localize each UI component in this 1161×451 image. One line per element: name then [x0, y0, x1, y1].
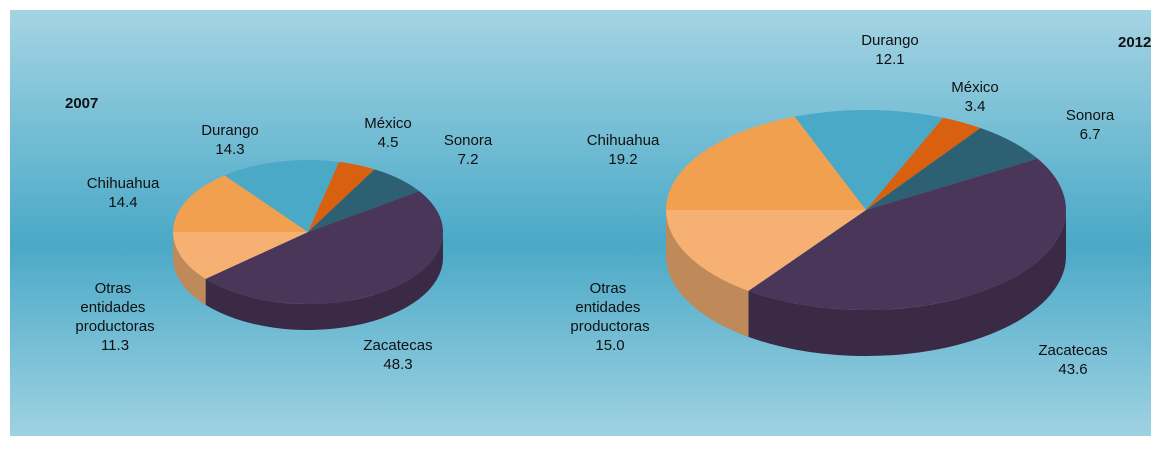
category-word: productoras: [75, 318, 154, 335]
category-label: Chihuahua: [587, 132, 660, 149]
chart-title: 2007: [65, 95, 98, 112]
pie-slice-side: [748, 210, 1066, 356]
category-label: Durango: [861, 32, 919, 49]
category-label: México: [364, 115, 412, 132]
value-label: 4.5: [378, 134, 399, 151]
pie-slice: [794, 110, 944, 210]
pie-slice: [224, 160, 340, 232]
value-label: 11.3: [101, 337, 129, 354]
category-label: Sonora: [444, 132, 493, 149]
chart-title: 2012: [1118, 34, 1151, 51]
value-label: 6.7: [1080, 126, 1101, 143]
data-label: Zacatecas 43.6: [1038, 342, 1107, 378]
pie-slice: [866, 128, 1038, 210]
category-label: Zacatecas: [1038, 342, 1107, 359]
value-label: 7.2: [458, 151, 479, 168]
data-label: Zacatecas 48.3: [363, 337, 432, 373]
pie-slice: [173, 232, 308, 279]
pie-slice: [666, 116, 866, 210]
value-label: 12.1: [875, 51, 904, 68]
category-label: Zacatecas: [363, 337, 432, 354]
value-label: 3.4: [965, 98, 986, 115]
value-label: 19.2: [608, 151, 637, 168]
value-label: 48.3: [383, 356, 412, 373]
category-word: productoras: [570, 318, 649, 335]
category-word: entidades: [80, 299, 149, 316]
value-label: 43.6: [1058, 361, 1087, 378]
category-label: Durango: [201, 122, 259, 139]
category-label: México: [951, 79, 999, 96]
category-label: Otras entidades productoras: [570, 280, 649, 335]
pie-slice: [308, 169, 420, 232]
pie-slice: [173, 175, 308, 232]
pie-slice: [205, 191, 444, 305]
pie-slice-side: [173, 232, 206, 305]
pie-slice: [308, 161, 375, 232]
data-label: Sonora 6.7: [1066, 107, 1115, 143]
category-word: Otras: [95, 280, 136, 297]
pie-slice: [866, 117, 981, 210]
data-label: Otras entidades productoras 15.0: [570, 280, 649, 354]
pie-slice-side: [666, 210, 749, 337]
pie-slice: [666, 210, 866, 291]
data-label: Sonora 7.2: [444, 132, 493, 168]
value-label: 14.3: [215, 141, 244, 158]
data-label: Chihuahua 14.4: [87, 175, 160, 211]
category-word: entidades: [575, 299, 644, 316]
data-label: Durango 14.3: [201, 122, 259, 158]
data-label: México 3.4: [951, 79, 999, 115]
data-label: Chihuahua 19.2: [587, 132, 660, 168]
pie-slice: [748, 158, 1066, 310]
category-label: Chihuahua: [87, 175, 160, 192]
data-label: México 4.5: [364, 115, 412, 151]
value-label: 15.0: [595, 337, 624, 354]
category-label: Sonora: [1066, 107, 1115, 124]
pie-slice-side: [205, 232, 443, 330]
category-word: Otras: [590, 280, 631, 297]
data-label: Otras entidades productoras 11.3: [75, 280, 154, 354]
data-label: Durango 12.1: [861, 32, 919, 68]
category-label: Otras entidades productoras: [75, 280, 154, 335]
value-label: 14.4: [108, 194, 137, 211]
